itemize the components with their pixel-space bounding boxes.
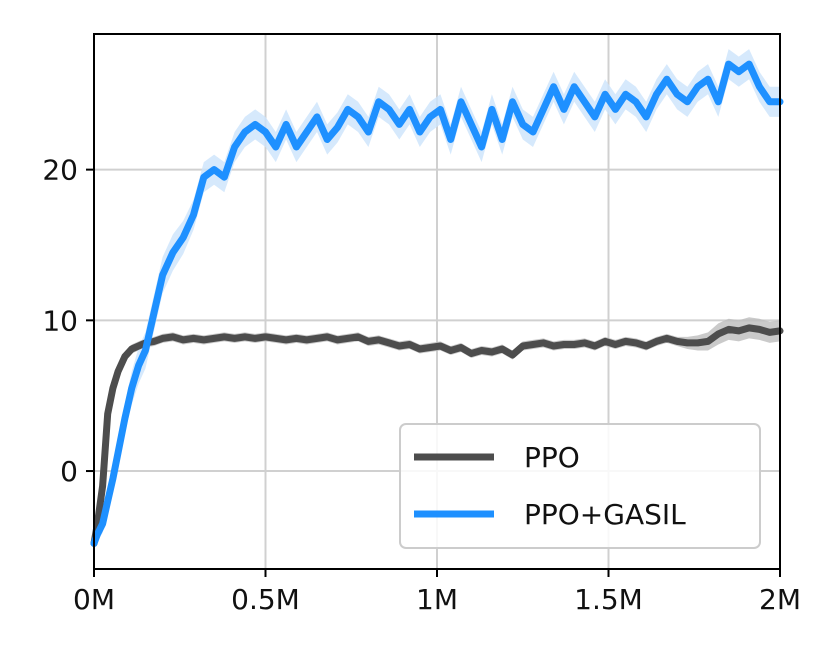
y-tick-label: 20 [42,154,78,187]
x-tick-label: 0M [73,583,115,616]
ppo-line [90,324,784,547]
x-tick-label: 1M [416,583,458,616]
ppo-gasil-line [90,60,784,547]
y-tick-label: 0 [60,455,78,488]
x-tick-label: 0.5M [231,583,300,616]
legend-ppo-label: PPO [524,441,580,474]
legend-ppo-gasil-label: PPO+GASIL [524,498,686,531]
series-lines [90,60,784,547]
y-tick-label: 10 [42,304,78,337]
legend: PPO PPO+GASIL [399,423,761,549]
axis-ticks: 0M 0.5M 1M 1.5M 2M 0 10 20 [42,154,801,616]
x-tick-label: 1.5M [574,583,643,616]
ppo-gasil-band [94,49,780,550]
x-tick-label: 2M [759,583,801,616]
